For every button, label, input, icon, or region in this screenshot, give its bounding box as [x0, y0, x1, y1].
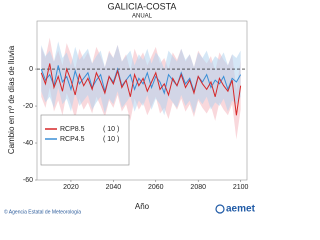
y-tick-label: -60 [23, 177, 33, 184]
y-axis-label: Cambio en nº de días de lluvia [7, 45, 16, 154]
legend-count: ( 10 ) [103, 126, 119, 133]
y-tick-label: -40 [23, 140, 33, 147]
x-tick-label: 2080 [190, 184, 206, 191]
series-line [40, 63, 242, 116]
x-tick-label: 2020 [63, 184, 79, 191]
x-tick-label: 2100 [233, 184, 249, 191]
y-tick-label: 0 [29, 66, 33, 73]
credit: © Agencia Estatal de Meteorología [4, 208, 81, 215]
legend-label: RCP8.5 [60, 126, 85, 133]
logo: aemet [226, 204, 256, 215]
chart: GALICIA-COSTA ANUAL Cambio en nº de días… [4, 1, 256, 216]
legend-count: ( 10 ) [103, 136, 119, 143]
chart-title: GALICIA-COSTA [108, 1, 177, 11]
x-tick-label: 2060 [148, 184, 164, 191]
range-band [41, 41, 241, 116]
logo-icon [215, 204, 225, 214]
chart-subtitle: ANUAL [132, 14, 153, 20]
x-tick-label: 2040 [106, 184, 122, 191]
x-axis-label: Año [135, 202, 150, 211]
y-tick-label: -20 [23, 103, 33, 110]
legend-label: RCP4.5 [60, 136, 85, 143]
legend-box [40, 114, 130, 166]
